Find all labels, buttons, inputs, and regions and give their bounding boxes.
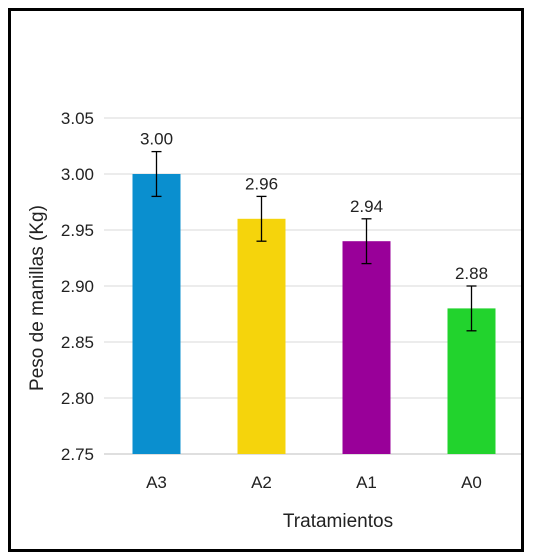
x-tick-label-a3: A3 <box>146 473 167 492</box>
chart-frame: 2.75 2.80 2.85 2.90 2.95 3.00 3.05 3.00 2.96 2.9… <box>8 8 524 552</box>
y-tick-label: 2.95 <box>61 221 94 240</box>
x-tick-label-a0: A0 <box>461 473 482 492</box>
bar-chart: 2.75 2.80 2.85 2.90 2.95 3.00 3.05 3.00 2.96 2.9… <box>27 109 521 532</box>
y-tick-label: 3.05 <box>61 109 94 128</box>
y-tick-label: 2.85 <box>61 333 94 352</box>
data-label-a1: 2.94 <box>350 197 383 216</box>
bar-a0 <box>447 308 496 454</box>
y-tick-label: 2.80 <box>61 389 94 408</box>
error-bars <box>151 150 477 332</box>
bar-a1 <box>342 241 391 454</box>
data-label-a3: 3.00 <box>140 130 173 149</box>
bar-a2 <box>237 218 286 454</box>
y-tick-label: 2.75 <box>61 445 94 464</box>
x-axis-tick-labels: A3 A2 A1 A0 <box>146 473 482 492</box>
data-label-a0: 2.88 <box>455 264 488 283</box>
data-labels: 3.00 2.96 2.94 2.88 <box>140 130 488 283</box>
bars <box>132 174 496 454</box>
y-tick-label: 2.90 <box>61 277 94 296</box>
x-axis-title: Tratamientos <box>283 511 393 532</box>
y-axis-title: Peso de manillas (Kg) <box>27 205 48 391</box>
bar-a3 <box>132 174 181 454</box>
y-axis-tick-labels: 2.75 2.80 2.85 2.90 2.95 3.00 3.05 <box>61 109 94 464</box>
data-label-a2: 2.96 <box>245 174 278 193</box>
x-tick-label-a2: A2 <box>251 473 272 492</box>
y-tick-label: 3.00 <box>61 165 94 184</box>
x-tick-label-a1: A1 <box>356 473 377 492</box>
